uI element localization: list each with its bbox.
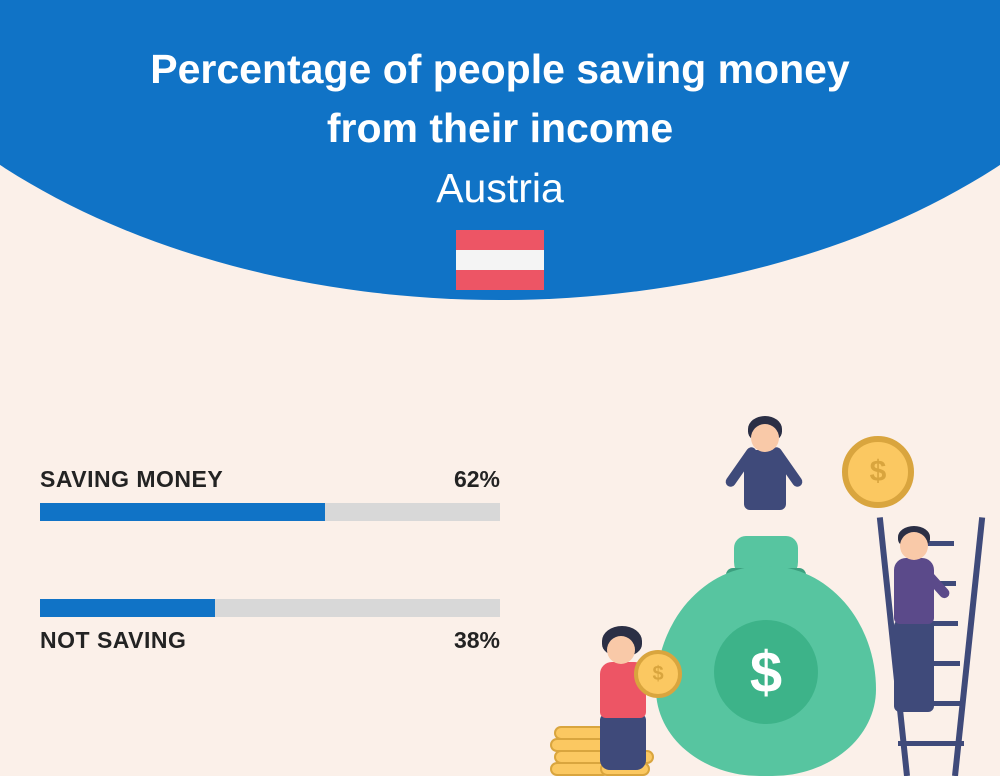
title-line1: Percentage of people saving money [0, 40, 1000, 99]
person-top-icon [724, 416, 804, 526]
bar-label: SAVING MONEY [40, 466, 223, 492]
header: Percentage of people saving money from t… [0, 40, 1000, 290]
bar-track [40, 503, 500, 521]
bar-label: NOT SAVING [40, 627, 186, 654]
title-line2: from their income [0, 99, 1000, 158]
bar-fill [40, 599, 215, 617]
flag-stripe-bot [456, 270, 544, 290]
flag-stripe-mid [456, 250, 544, 270]
coin-icon: $ [842, 436, 914, 508]
bar-fill [40, 503, 325, 521]
flag-stripe-top [456, 230, 544, 250]
coin-icon: $ [634, 650, 682, 698]
bar-track [40, 599, 500, 617]
bar-not-saving: NOT SAVING 38% [40, 599, 500, 654]
person-ladder-icon [876, 526, 966, 736]
bar-value: 62% [454, 466, 500, 493]
bars-container: SAVING MONEY 62% NOT SAVING 38% [40, 466, 500, 654]
money-bag-icon: $ [656, 516, 876, 776]
bar-saving-money: SAVING MONEY 62% [40, 466, 500, 521]
country-name: Austria [0, 165, 1000, 212]
person-left-icon: $ [578, 626, 668, 776]
bar-value: 38% [454, 627, 500, 654]
bag-dollar-icon: $ [714, 620, 818, 724]
savings-illustration: $ $ $ [536, 416, 976, 776]
austria-flag-icon [456, 230, 544, 290]
